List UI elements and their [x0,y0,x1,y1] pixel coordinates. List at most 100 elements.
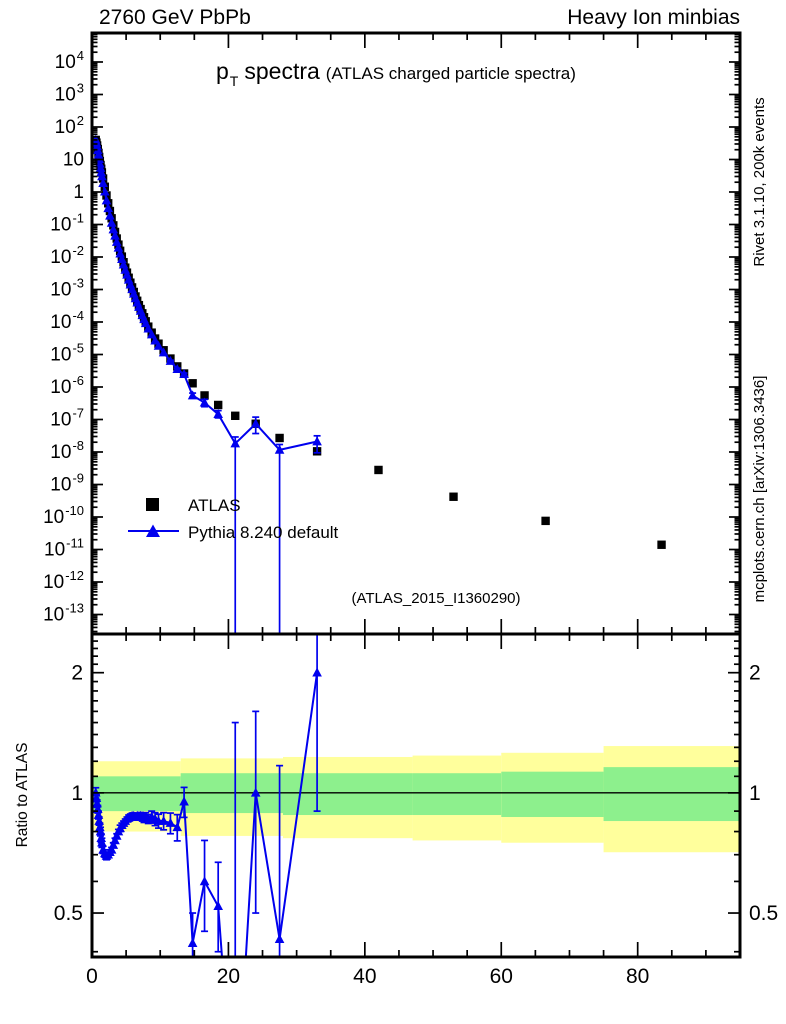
x-tick-label: 20 [217,965,240,988]
ratio-axis-title: Ratio to ATLAS [14,743,31,848]
ratio-point [95,822,105,832]
ratio-line [94,672,319,957]
legend-atlas-marker [146,498,159,511]
atlas-point [188,379,197,388]
panel-frame [90,632,742,959]
ratio-series [92,634,322,957]
pythia-point [117,254,127,264]
rivet-version-label: Rivet 3.1.10, 200k events [751,97,768,266]
x-tick-label: 0 [86,965,98,988]
pythia-point [158,347,169,357]
plot-title: pT spectra (ATLAS charged particle spectra… [216,58,576,89]
ratio-tick-label: 0.5 [54,902,83,925]
green-band-segment [282,773,413,816]
ratio-point [199,876,210,886]
spectrum-series [92,134,666,634]
pythia-point [92,145,103,155]
pythia-point [113,242,124,252]
y-tick-label: 10-9 [50,470,84,495]
atlas-point [231,411,240,420]
y-tick-label: 10-2 [50,243,84,268]
pythia-point [165,355,176,365]
pythia-point [150,335,160,345]
title-paren: (ATLAS charged particle spectra) [326,64,576,83]
ratio-point [106,844,117,854]
ratio-point [95,826,106,836]
pythia-point [172,364,183,374]
legend-pythia-marker [146,524,160,537]
pythia-point [274,444,285,454]
pythia-point [101,195,112,205]
ratio-point [158,815,169,825]
panel-frames [90,31,742,959]
ratio-point [97,837,107,847]
pythia-point [97,171,107,181]
ratio-point [172,822,183,832]
ratio-point [187,938,198,948]
y-tick-label: 10-4 [50,308,84,333]
uncertainty-bands [92,746,740,853]
pythia-point [230,438,241,448]
y-tick-label: 10-3 [50,275,84,300]
ratio-tick-label-right: 1 [749,782,761,805]
y-tick-label: 1 [73,182,84,203]
pythia-point [95,162,106,172]
legend-atlas-label: ATLAS [188,496,241,515]
ratio-point [92,792,102,802]
pythia-point [92,141,102,151]
pythia-point [179,369,189,379]
y-tick-label: 10-13 [43,600,84,625]
ratio-tick-label: 1 [71,782,83,805]
pythia-point [99,186,110,196]
atlas-point [275,433,284,443]
pythia-point [93,149,104,159]
ratio-point [312,667,322,677]
y-tick-label: 10-1 [50,210,84,235]
pythia-point [312,436,322,446]
x-tick-label: 40 [353,965,376,988]
axis-ticks [91,33,741,957]
green-band-segment [92,776,181,812]
ratio-point [213,901,223,911]
ratio-point [108,839,119,849]
pythia-point [105,210,115,220]
legend: ATLAS Pythia 8.240 default [128,496,339,542]
y-tick-label: 104 [55,48,84,73]
legend-pythia-label: Pythia 8.240 default [188,523,339,542]
x-tick-label: 60 [490,965,513,988]
pythia-point [96,167,107,177]
y-tick-label: 10-8 [50,438,84,463]
ratio-point [96,832,107,842]
ratio-point [179,796,189,806]
pythia-point [187,390,198,400]
pythia-point [115,248,125,258]
ratio-tick-label-right: 0.5 [749,902,778,925]
pythia-point [153,340,164,350]
pythia-point [98,177,108,187]
atlas-point [657,540,666,549]
mcplots-credit-label: mcplots.cern.ch [arXiv:1306.3436] [751,376,768,603]
pythia-point [250,418,261,428]
y-tick-label: 10-12 [43,568,84,593]
y-tick-label: 10-6 [50,373,84,398]
ratio-point [93,809,104,819]
y-tick-label: 102 [55,113,84,138]
x-tick-label: 80 [626,965,649,988]
green-band-segment [501,771,604,818]
header-process: Heavy Ion minbias [567,6,740,29]
y-tick-label: 10 [63,149,84,170]
pythia-point [103,203,113,213]
y-tick-label: 10-10 [43,503,84,528]
y-tick-label: 10-11 [44,535,84,560]
pythia-point [213,408,223,418]
pythia-point [106,217,117,227]
title-sub-T: T [230,73,239,89]
ratio-point [94,815,104,825]
analysis-watermark: (ATLAS_2015_I1360290) [351,590,520,607]
header-beam-energy: 2760 GeV PbPb [99,6,251,29]
ratio-tick-label-right: 2 [749,662,761,685]
ratio-point [274,933,285,943]
ratio-point [110,835,120,845]
